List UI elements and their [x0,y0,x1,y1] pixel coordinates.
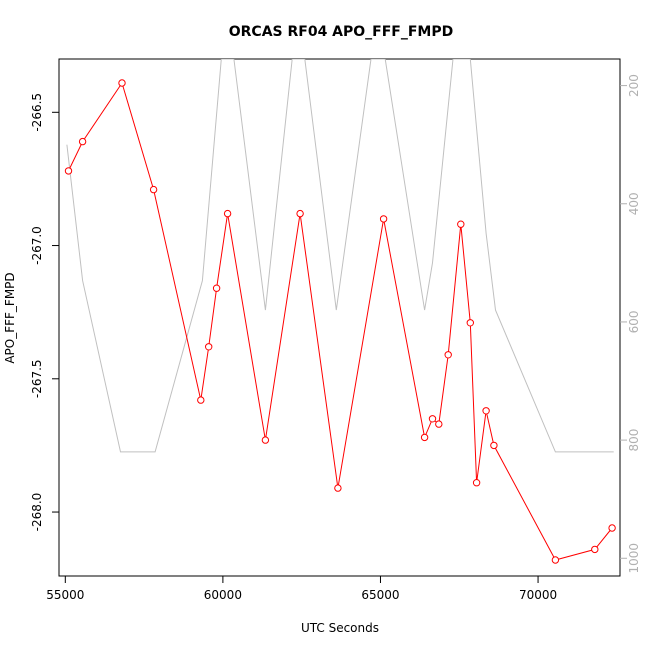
data-point [444,351,452,359]
y-tick-label: -268.0 [30,493,44,532]
data-point [379,215,388,223]
data-point [591,545,599,554]
data-point [457,220,465,228]
x-tick-label: 70000 [519,588,557,602]
data-point [64,167,73,175]
x-axis: 55000 60000 65000 70000 [46,576,557,602]
x-tick-label: 60000 [204,588,242,602]
data-point [472,479,481,487]
data-point [78,137,87,146]
y-tick-label: -267.0 [30,226,44,265]
y-axis: -266.5 -267.0 -267.5 -268.0 [30,93,59,531]
series-line-secondary [66,59,614,453]
data-point [482,407,490,415]
y2-tick-label: 800 [627,429,641,452]
data-point [551,556,560,564]
series-line-primary [68,81,613,561]
data-point [296,209,304,218]
data-point [334,484,342,492]
x-axis-label: UTC Seconds [301,621,379,635]
y2-tick-label: 400 [627,192,641,215]
data-point [197,396,205,404]
data-point [118,79,126,87]
data-point [608,524,616,532]
data-point [223,209,232,218]
series-layer [64,59,616,564]
y2-tick-label: 1000 [627,543,641,574]
data-point [420,433,429,442]
data-point [205,343,213,351]
data-point [435,420,443,428]
x-tick-label: 55000 [46,588,84,602]
x-tick-label: 65000 [361,588,399,602]
plot-frame [58,58,621,577]
y-tick-label: -266.5 [30,93,44,132]
y2-axis-right: 200 400 600 800 1000 [620,74,641,574]
y2-tick-label: 200 [627,74,641,97]
data-point [261,436,270,444]
data-point [212,284,221,292]
y-tick-label: -267.5 [30,359,44,398]
y-axis-label: APO_FFF_FMPD [3,272,17,363]
data-point [490,441,498,450]
data-point [428,415,437,423]
chart-title: ORCAS RF04 APO_FFF_FMPD [229,24,454,40]
data-point [149,185,158,194]
data-point [466,319,474,327]
y2-tick-label: 600 [627,310,641,333]
